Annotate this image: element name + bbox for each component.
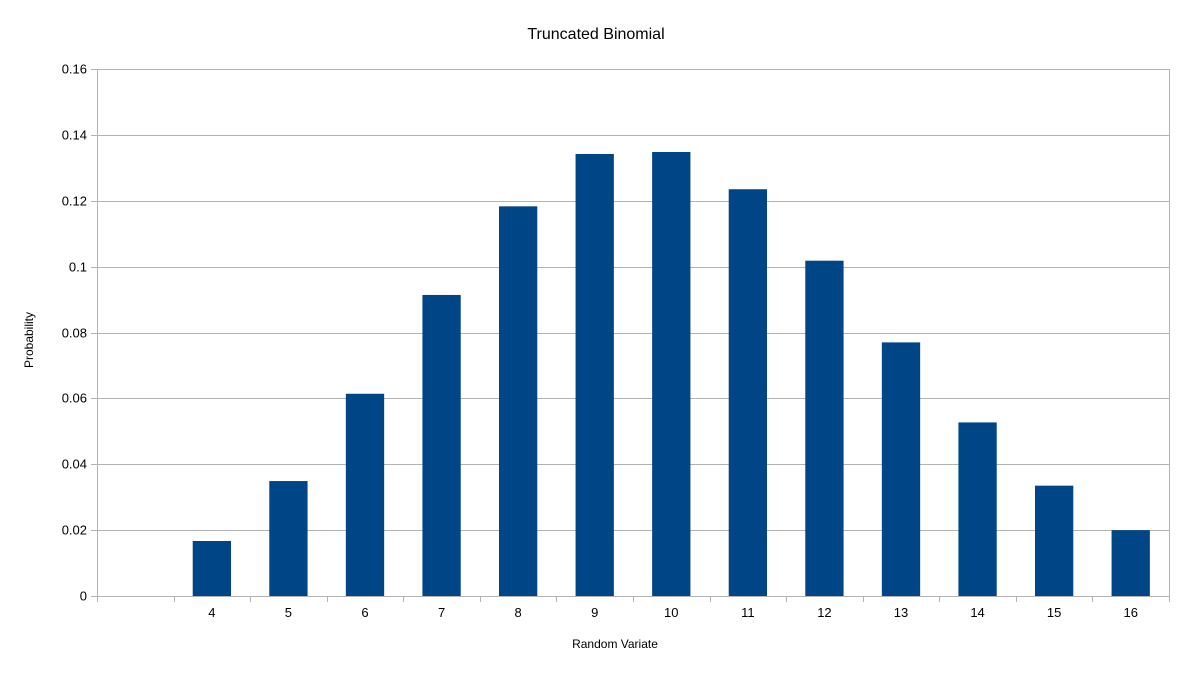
x-tick-label: 10	[664, 605, 678, 620]
y-tick-label: 0.08	[62, 326, 87, 341]
y-tick-label: 0.1	[69, 260, 87, 275]
y-tick-label: 0.16	[62, 62, 87, 77]
y-tick-label: 0	[80, 589, 87, 604]
x-tick-label: 8	[515, 605, 522, 620]
x-tick-labels: 4 5 6 7 8 9 10 11 12 13 14 15 16	[208, 605, 1138, 620]
x-tick-label: 5	[285, 605, 292, 620]
x-tick-label: 13	[894, 605, 908, 620]
y-tick-labels: 0 0.02 0.04 0.06 0.08 0.1 0.12 0.14 0.16	[62, 62, 87, 604]
y-tick-label: 0.02	[62, 523, 87, 538]
bar-16	[1111, 530, 1150, 596]
bar-13	[881, 342, 921, 596]
bars	[192, 152, 1150, 597]
y-tick-label: 0.04	[62, 457, 87, 472]
bar-4	[192, 540, 231, 596]
x-tick-label: 14	[970, 605, 984, 620]
bar-10	[652, 152, 691, 596]
bar-7	[422, 294, 461, 596]
y-axis-title: Probability	[22, 312, 36, 368]
axes	[97, 69, 1170, 602]
x-tick-label: 11	[741, 605, 755, 620]
x-axis-title: Random Variate	[572, 637, 658, 651]
gridlines	[91, 69, 1169, 597]
x-tick-label: 7	[438, 605, 445, 620]
y-tick-label: 0.12	[62, 194, 87, 209]
bar-11	[728, 189, 767, 597]
bar-5	[269, 481, 308, 596]
bar-14	[958, 422, 997, 596]
bar-15	[1035, 485, 1074, 596]
x-tick-label: 6	[361, 605, 368, 620]
x-tick-label: 9	[591, 605, 598, 620]
y-tick-label: 0.06	[62, 391, 87, 406]
x-tick-label: 16	[1123, 605, 1137, 620]
x-tick-label: 12	[817, 605, 831, 620]
bar-12	[805, 260, 844, 596]
bar-9	[575, 153, 614, 596]
x-tick-label: 4	[208, 605, 215, 620]
y-tick-label: 0.14	[62, 128, 87, 143]
x-tick-label: 15	[1047, 605, 1061, 620]
bar-8	[499, 206, 538, 597]
chart-title: Truncated Binomial	[527, 26, 664, 43]
bar-6	[345, 393, 385, 596]
